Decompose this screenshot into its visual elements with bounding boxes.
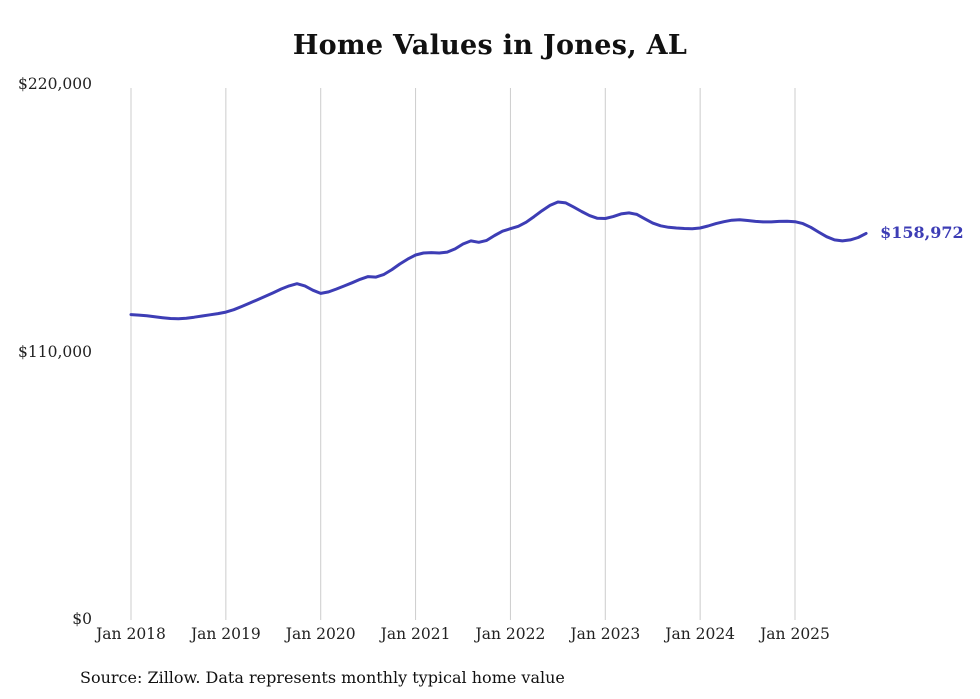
current-value-label: $158,972 <box>880 223 964 243</box>
x-tick-label: Jan 2019 <box>190 625 261 643</box>
chart-title: Home Values in Jones, AL <box>292 30 688 61</box>
source-note: Source: Zillow. Data represents monthly … <box>80 668 565 687</box>
x-tick-label: Jan 2023 <box>570 625 641 643</box>
home-value-series-line <box>129 200 868 321</box>
x-tick-label: Jan 2022 <box>475 625 546 643</box>
x-tick-label: Jan 2020 <box>285 625 356 643</box>
y-tick-label: $220,000 <box>18 75 92 93</box>
x-tick-label: Jan 2024 <box>665 625 736 643</box>
x-tick-label: Jan 2018 <box>96 625 166 643</box>
x-tick-label: Jan 2021 <box>380 625 451 643</box>
y-tick-label: $110,000 <box>18 342 92 361</box>
y-tick-label: $0 <box>72 610 92 628</box>
x-tick-label: Jan 2025 <box>760 625 830 643</box>
